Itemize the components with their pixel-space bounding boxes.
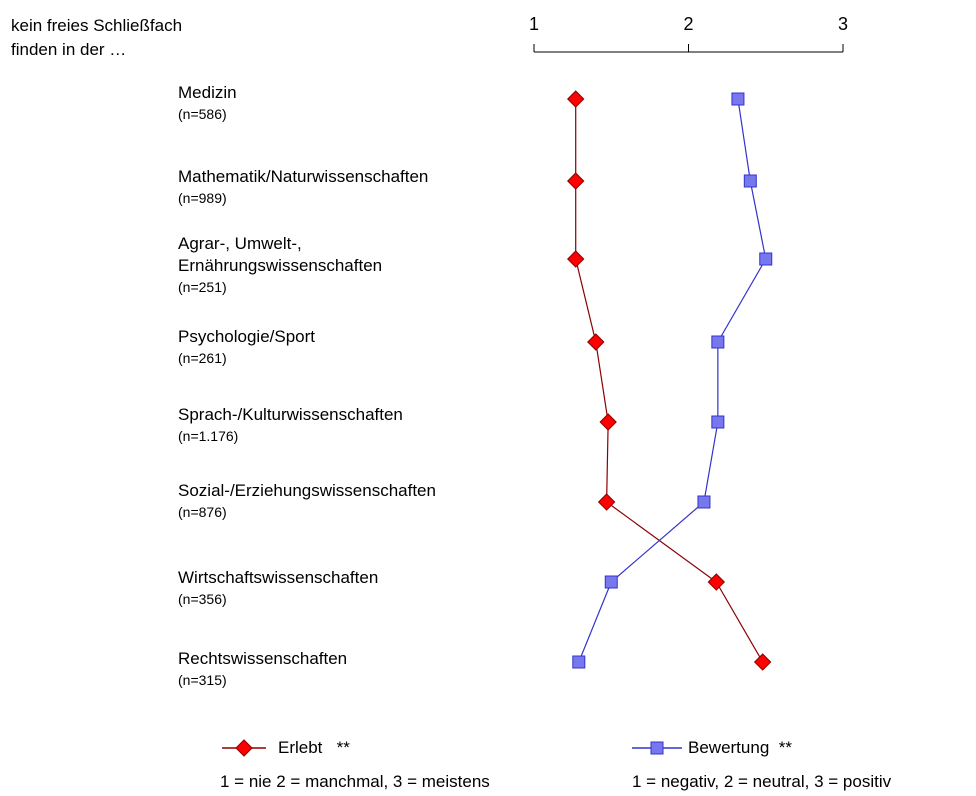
category-label: Psychologie/Sport (n=261) (178, 327, 316, 366)
data-point-erlebt (567, 90, 585, 108)
data-point-bewertung (711, 335, 725, 349)
data-point-bewertung (743, 174, 757, 188)
data-point-bewertung (711, 415, 725, 429)
scale-note-erlebt: 1 = nie 2 = manchmal, 3 = meistens (220, 772, 490, 791)
data-point-erlebt (753, 653, 772, 671)
category-label: Medizin (n=586) (178, 83, 237, 122)
title-line-2: finden in der … (11, 40, 127, 59)
category-label: Sprach-/Kulturwissenschaften (n=1.176) (178, 405, 403, 444)
title-line-1: kein freies Schließfach (11, 16, 183, 35)
data-point-erlebt (567, 172, 585, 190)
data-point-erlebt (567, 250, 585, 268)
data-point-bewertung (604, 575, 618, 589)
chart-title: kein freies Schließfach finden in der … (11, 14, 182, 62)
x-tick-label: 3 (837, 14, 849, 34)
legend-label-erlebt: Erlebt ** (278, 738, 350, 757)
data-point-erlebt (707, 573, 726, 591)
legend-marker-bewertung (650, 741, 664, 755)
data-point-bewertung (759, 252, 773, 266)
category-label: Sozial-/Erziehungswissenschaften (n=876) (178, 481, 436, 520)
data-point-bewertung (697, 495, 711, 509)
x-tick-label: 1 (528, 14, 540, 34)
legend-marker-erlebt (235, 739, 253, 757)
x-tick-label: 2 (683, 14, 694, 34)
legend-label-bewertung: Bewertung ** (688, 738, 792, 757)
category-label: Agrar-, Umwelt-, Ernährungswissenschaften… (178, 234, 383, 295)
category-label: Wirtschaftswissenschaften (n=356) (178, 568, 379, 607)
data-point-erlebt (599, 413, 617, 431)
data-point-erlebt (587, 333, 605, 351)
scale-note-bewertung: 1 = negativ, 2 = neutral, 3 = positiv (632, 772, 892, 791)
series-line-bewertung (578, 98, 767, 663)
data-point-bewertung (731, 92, 745, 106)
category-label: Rechtswissenschaften (n=315) (178, 649, 348, 688)
category-label: Mathematik/Naturwissenschaften (n=989) (178, 167, 429, 206)
data-point-bewertung (572, 655, 586, 669)
data-point-erlebt (597, 493, 616, 511)
series-line-erlebt (575, 99, 764, 663)
